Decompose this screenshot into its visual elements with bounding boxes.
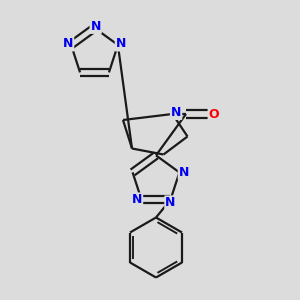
Text: N: N (171, 106, 181, 119)
Text: N: N (179, 166, 189, 179)
Text: N: N (91, 20, 101, 33)
Text: O: O (208, 107, 219, 121)
Text: N: N (132, 194, 142, 206)
Text: N: N (63, 38, 73, 50)
Text: N: N (116, 38, 126, 50)
Text: N: N (165, 196, 176, 209)
